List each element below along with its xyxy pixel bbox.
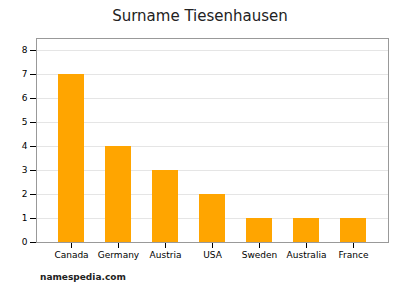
svg-text:5: 5	[22, 117, 28, 127]
svg-text:USA: USA	[203, 250, 222, 260]
svg-text:2: 2	[22, 189, 28, 199]
html-text:Surname Tiesenhausen: Surname Tiesenhausen	[112, 7, 288, 25]
svg-text:0: 0	[22, 237, 28, 247]
svg-text:Germany: Germany	[98, 250, 140, 260]
svg-text:7: 7	[22, 69, 28, 79]
svg-text:4: 4	[22, 141, 28, 151]
svg-text:3: 3	[22, 165, 28, 175]
svg-text:Austria: Austria	[150, 250, 182, 260]
svg-text:Sweden: Sweden	[242, 250, 278, 260]
svg-text:France: France	[339, 250, 369, 260]
svg-text:8: 8	[22, 45, 28, 55]
html-text:namespedia.com: namespedia.com	[40, 272, 126, 282]
svg-text:Canada: Canada	[54, 250, 88, 260]
svg-text:Australia: Australia	[287, 250, 327, 260]
svg-text:6: 6	[22, 93, 28, 103]
svg-text:1: 1	[22, 213, 28, 223]
